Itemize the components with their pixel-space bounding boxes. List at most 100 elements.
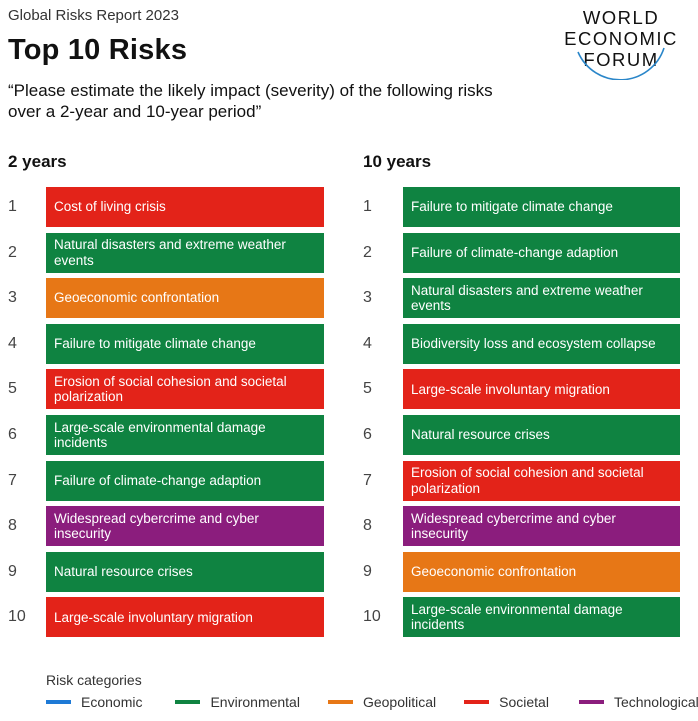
risk-row: 6 Large-scale environmental damage incide… (8, 415, 332, 455)
risk-bar: Cost of living crisis (46, 187, 324, 227)
risk-row: 6 Natural resource crises (363, 415, 693, 455)
risk-row: 8 Widespread cybercrime and cyber insecur… (8, 506, 332, 547)
risk-bar: Geoeconomic confrontation (403, 551, 680, 592)
risk-row: 9 Geoeconomic confrontation (363, 551, 693, 592)
report-name: Global Risks Report 2023 (8, 7, 179, 24)
risk-bar: Natural resource crises (403, 415, 680, 455)
risk-label: Cost of living crisis (54, 199, 166, 215)
risk-rank: 7 (363, 471, 372, 489)
risk-row: 5 Erosion of social cohesion and societal… (8, 369, 332, 410)
risk-row: 2 Failure of climate-change adaption (363, 232, 693, 273)
risk-bar: Erosion of social cohesion and societal … (403, 460, 680, 501)
legend-swatch (46, 700, 71, 704)
legend-swatch (327, 700, 353, 704)
risk-bar: Natural disasters and extreme weather ev… (46, 232, 324, 273)
risk-bar: Widespread cybercrime and cyber insecuri… (46, 506, 324, 547)
risk-row: 2 Natural disasters and extreme weather e… (8, 232, 332, 273)
risk-row: 3 Geoeconomic confrontation (8, 278, 332, 319)
risk-rank: 8 (8, 517, 17, 535)
risk-bar: Large-scale environmental damage inciden… (403, 597, 680, 638)
legend-label: Geopolitical (362, 694, 437, 710)
risk-rank: 10 (363, 608, 381, 626)
risk-label: Large-scale environmental damage inciden… (54, 419, 266, 451)
legend-label: Economic (81, 694, 143, 710)
risk-row: 8 Widespread cybercrime and cyber insecur… (363, 506, 693, 547)
legend-item: Environmental (175, 694, 300, 710)
risk-label: Natural resource crises (411, 427, 550, 443)
risk-rank: 3 (8, 289, 17, 307)
risk-bar: Large-scale environmental damage inciden… (46, 415, 324, 455)
risk-row: 3 Natural disasters and extreme weather e… (363, 278, 693, 319)
logo-line-economic: ECONOMIC (564, 28, 678, 49)
risk-bar: Biodiversity loss and ecosystem collapse (403, 323, 680, 364)
risk-bar: Failure of climate-change adaption (403, 232, 680, 273)
risk-rank: 4 (363, 334, 372, 352)
column-heading-10-years: 10 years (363, 152, 432, 171)
risk-row: 4 Biodiversity loss and ecosystem collaps… (363, 323, 693, 364)
risk-label: Natural disasters and extreme weather ev… (411, 282, 643, 314)
risk-rank: 9 (363, 562, 372, 580)
logo-line-world: WORLD (582, 7, 660, 28)
risk-rank: 8 (363, 517, 372, 535)
logo-line-forum: FORUM (583, 49, 659, 70)
risk-row: 4 Failure to mitigate climate change (8, 323, 332, 364)
risk-label: Natural resource crises (54, 564, 193, 580)
risk-row: 7 Erosion of social cohesion and societal… (363, 460, 693, 501)
risk-label: Failure to mitigate climate change (411, 199, 613, 215)
risk-label: Geoeconomic confrontation (411, 564, 577, 580)
legend-item: Societal (464, 694, 549, 710)
risk-row: 10 Large-scale involuntary migration (8, 597, 332, 638)
legend-label: Technological (613, 694, 698, 710)
risk-rank: 5 (8, 380, 17, 398)
risk-rank: 5 (363, 380, 372, 398)
risk-row: 1 Failure to mitigate climate change (363, 187, 693, 227)
risk-rank: 1 (363, 198, 372, 215)
risk-rank: 7 (8, 471, 17, 489)
risk-rank: 4 (8, 334, 17, 352)
legend-swatch (578, 700, 604, 704)
page-title: Top 10 Risks (8, 34, 188, 66)
risk-row: 10 Large-scale environmental damage incid… (363, 597, 693, 638)
risk-bar: Large-scale involuntary migration (403, 369, 680, 410)
risk-bar: Geoeconomic confrontation (46, 278, 324, 319)
risk-bar: Natural disasters and extreme weather ev… (403, 278, 680, 319)
legend-label: Societal (499, 694, 549, 710)
risk-label: Widespread cybercrime and cyber insecuri… (411, 510, 616, 542)
risk-rank: 9 (8, 562, 17, 580)
legend-swatch (175, 700, 201, 704)
risk-bar: Large-scale involuntary migration (46, 597, 324, 638)
column-heading-2-years: 2 years (8, 152, 67, 171)
risk-bar: Failure to mitigate climate change (46, 323, 324, 364)
risk-rank: 6 (8, 426, 17, 443)
risk-label: Biodiversity loss and ecosystem collapse (411, 336, 656, 352)
risk-bar: Failure to mitigate climate change (403, 187, 680, 227)
risk-rank: 6 (363, 426, 372, 443)
risk-label: Erosion of social cohesion and societal … (411, 465, 644, 496)
risk-bar: Widespread cybercrime and cyber insecuri… (403, 506, 680, 547)
legend-swatch (464, 700, 490, 704)
risk-rank: 2 (8, 243, 17, 261)
risk-rank: 3 (363, 289, 372, 307)
risk-bar: Erosion of social cohesion and societal … (46, 369, 324, 410)
risk-row: 5 Large-scale involuntary migration (363, 369, 693, 410)
risk-rank: 1 (8, 198, 17, 215)
risk-label: Failure of climate-change adaption (411, 244, 619, 260)
risk-bar: Natural resource crises (46, 551, 324, 592)
legend-item: Geopolitical (327, 694, 437, 710)
risk-row: 7 Failure of climate-change adaption (8, 460, 332, 501)
risk-label: Geoeconomic confrontation (54, 290, 220, 306)
risk-bar: Failure of climate-change adaption (46, 460, 324, 501)
legend-title: Risk categories (46, 672, 142, 688)
survey-question: “Please estimate the likely impact (seve… (8, 81, 493, 121)
logo-arc-icon (577, 47, 665, 80)
risk-label: Widespread cybercrime and cyber insecuri… (54, 510, 259, 542)
risk-category-legend: Economic Environmental Geopolitical Societa… (46, 693, 698, 711)
risk-label: Large-scale involuntary migration (54, 609, 253, 625)
risk-label: Large-scale environmental damage inciden… (411, 601, 623, 633)
risk-label: Failure of climate-change adaption (54, 472, 262, 488)
risk-row: 9 Natural resource crises (8, 551, 332, 592)
risk-label: Erosion of social cohesion and societal … (54, 373, 287, 405)
risk-label: Failure to mitigate climate change (54, 336, 256, 352)
risk-label: Natural disasters and extreme weather ev… (54, 237, 286, 268)
